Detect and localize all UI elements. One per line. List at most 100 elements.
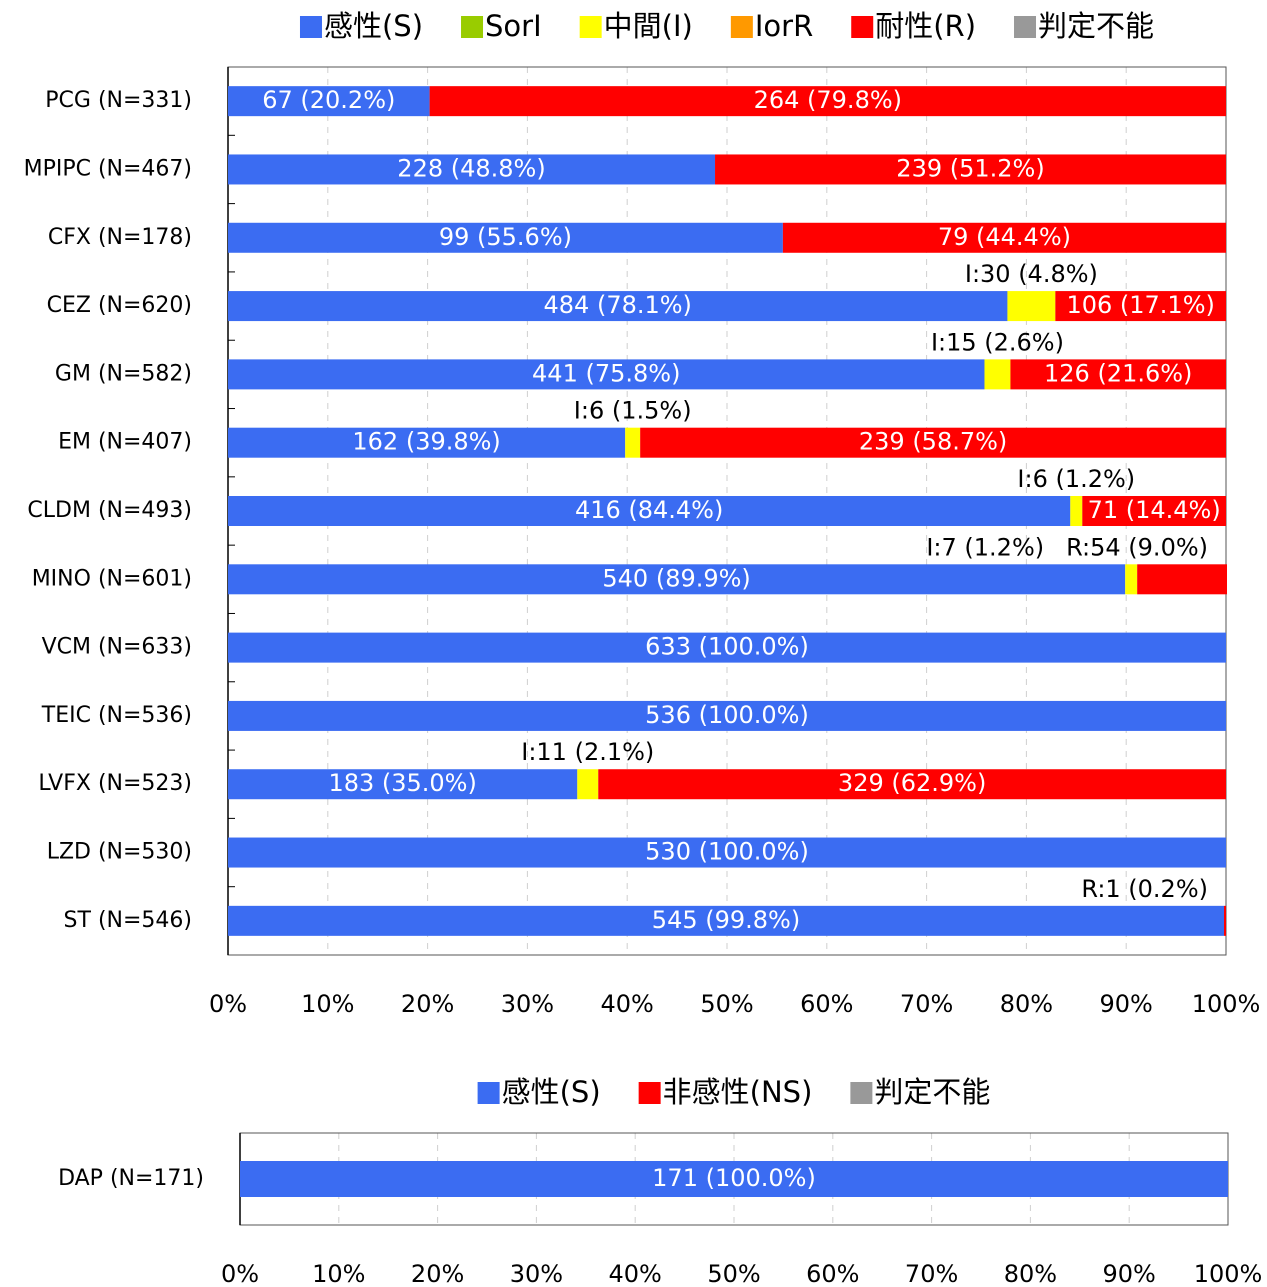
legend-swatch: [1014, 16, 1037, 38]
data-label: I:11 (2.1%): [521, 738, 654, 766]
bar-segment: [1010, 359, 1226, 390]
category-label: CFX (N=178): [48, 225, 192, 250]
x-tick-label: 100%: [1192, 990, 1261, 1018]
bar-segment: [715, 154, 1226, 185]
data-label: 126 (21.6%): [1044, 359, 1192, 387]
legend-swatch: [477, 1082, 500, 1104]
bar-segment: [240, 1161, 1228, 1197]
data-label: I:30 (4.8%): [965, 260, 1098, 288]
legend-label: IorR: [755, 9, 813, 43]
data-label: 239 (51.2%): [896, 154, 1044, 182]
x-tick-label: 70%: [905, 1260, 958, 1287]
x-tick-label: 10%: [301, 990, 354, 1018]
bar-segment: [228, 769, 578, 800]
x-tick-label: 40%: [601, 990, 654, 1018]
legend-label: 耐性(R): [875, 9, 976, 43]
x-tick-label: 0%: [209, 990, 247, 1018]
data-label: R:54 (9.0%): [1066, 533, 1208, 561]
category-label: VCM (N=633): [42, 635, 192, 660]
bar-segment: [640, 427, 1226, 458]
bar-segment: [228, 905, 1225, 936]
bar-segment: [1007, 291, 1056, 322]
legend-swatch: [461, 16, 484, 38]
category-label: ST (N=546): [64, 908, 192, 933]
bar-segment: [1125, 564, 1138, 595]
data-label: 540 (89.9%): [602, 564, 750, 592]
data-label: I:6 (1.2%): [1017, 465, 1135, 493]
bar-segment: [228, 700, 1226, 731]
category-label: TEIC (N=536): [41, 703, 192, 728]
category-label: EM (N=407): [58, 430, 192, 455]
category-label: DAP (N=171): [58, 1166, 204, 1191]
bar-segment: [577, 769, 599, 800]
data-label: I:15 (2.6%): [931, 328, 1064, 356]
legend-swatch: [851, 16, 874, 38]
data-label: 106 (17.1%): [1066, 291, 1214, 319]
legend-label: 中間(I): [604, 9, 693, 43]
data-label: 67 (20.2%): [262, 86, 395, 114]
category-label: MINO (N=601): [32, 566, 192, 591]
bar-segment: [782, 222, 1226, 253]
data-label: 183 (35.0%): [328, 769, 476, 797]
bar-segment: [625, 427, 641, 458]
data-label: R:1 (0.2%): [1081, 875, 1208, 903]
legend-swatch: [579, 16, 602, 38]
bar-segment: [228, 837, 1226, 868]
bar-segment: [228, 222, 783, 253]
x-tick-label: 50%: [700, 990, 753, 1018]
legend-label: 感性(S): [502, 1075, 601, 1109]
x-tick-label: 30%: [510, 1260, 563, 1287]
legend-label: 非感性(NS): [663, 1075, 813, 1109]
legend: 感性(S) 非感性(NS) 判定不能: [477, 1075, 990, 1109]
legend-swatch: [850, 1082, 873, 1104]
data-label: 536 (100.0%): [645, 701, 809, 729]
x-tick-label: 60%: [806, 1260, 859, 1287]
category-label: GM (N=582): [55, 361, 192, 386]
x-tick-label: 80%: [1000, 990, 1053, 1018]
bar-segment: [228, 632, 1226, 663]
bar-segment: [1070, 496, 1083, 526]
data-label: 545 (99.8%): [652, 906, 800, 934]
data-label: 441 (75.8%): [532, 359, 680, 387]
category-label: LVFX (N=523): [38, 771, 192, 796]
bar-segment: [228, 496, 1071, 526]
legend-swatch: [299, 16, 322, 38]
bar-segment: [1137, 564, 1227, 595]
bar-segment: [228, 86, 430, 117]
data-label: 264 (79.8%): [754, 86, 902, 114]
x-tick-label: 70%: [900, 990, 953, 1018]
legend: 感性(S) SorI 中間(I) IorR 耐性(R) 判定不能: [299, 9, 1154, 43]
data-label: 99 (55.6%): [439, 223, 572, 251]
x-tick-label: 60%: [800, 990, 853, 1018]
bar-segment: [598, 769, 1226, 800]
data-label: 171 (100.0%): [652, 1164, 816, 1192]
data-label: I:7 (1.2%): [926, 533, 1044, 561]
category-label: LZD (N=530): [47, 840, 192, 865]
bar-segment: [228, 154, 716, 185]
data-label: 228 (48.8%): [397, 154, 545, 182]
legend-label: 感性(S): [324, 9, 423, 43]
bar-segment: [429, 86, 1226, 117]
x-tick-label: 20%: [411, 1260, 464, 1287]
data-label: 484 (78.1%): [544, 291, 692, 319]
data-label: 633 (100.0%): [645, 633, 809, 661]
bar-segment: [228, 427, 626, 458]
bar-segment: [1224, 905, 1226, 936]
data-label: 329 (62.9%): [838, 769, 986, 797]
legend-label: 判定不能: [874, 1075, 990, 1109]
category-label: CLDM (N=493): [27, 498, 192, 523]
x-tick-label: 20%: [401, 990, 454, 1018]
category-label: CEZ (N=620): [47, 293, 192, 318]
category-label: PCG (N=331): [45, 88, 192, 113]
data-label: 79 (44.4%): [938, 223, 1071, 251]
legend-label: 判定不能: [1038, 9, 1154, 43]
data-label: 162 (39.8%): [352, 428, 500, 456]
x-tick-label: 100%: [1194, 1260, 1263, 1287]
bar-segment: [984, 359, 1011, 390]
bar-segment: [228, 359, 985, 390]
x-tick-label: 50%: [707, 1260, 760, 1287]
x-tick-label: 30%: [501, 990, 554, 1018]
data-label: 416 (84.4%): [575, 496, 723, 524]
